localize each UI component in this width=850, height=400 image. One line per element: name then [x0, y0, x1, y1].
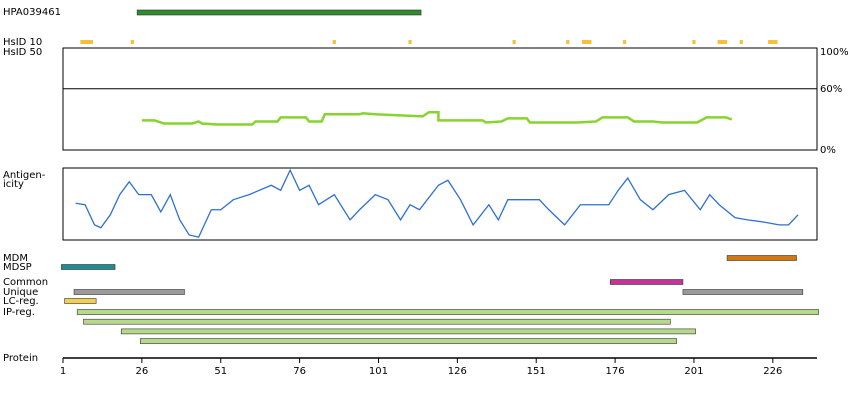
antigenicity-line	[75, 168, 799, 238]
x-tick-label: 1	[60, 366, 66, 377]
feature-bar	[61, 264, 116, 270]
x-tick-label: 151	[527, 366, 546, 377]
track-label: Common	[3, 277, 48, 288]
hsid10-mark	[717, 40, 728, 44]
antigenicity-label: icity	[3, 179, 24, 190]
track-label: LC-reg.	[3, 296, 39, 307]
hsid50-panel	[62, 47, 818, 151]
x-tick-label: 76	[293, 366, 306, 377]
antigen-label: HPA039461	[3, 7, 61, 18]
track-label: MDSP	[3, 262, 32, 273]
antigenicity-label: Antigen-	[3, 170, 46, 181]
feature-bar	[83, 318, 671, 325]
feature-bar	[139, 338, 677, 344]
x-tick-label: 101	[369, 366, 388, 377]
feature-bar	[76, 309, 819, 315]
hsid10-mark	[408, 40, 412, 44]
feature-bar	[64, 298, 97, 304]
antigenicity-panel	[62, 167, 818, 241]
y-tick-label: 100%	[820, 47, 849, 58]
hsid10-mark	[566, 40, 570, 44]
hsid10-mark	[581, 40, 592, 44]
x-tick-label: 126	[448, 366, 467, 377]
x-tick-label: 176	[606, 366, 625, 377]
hsid10-mark	[80, 40, 93, 44]
x-tick-label: 201	[684, 366, 703, 377]
hsid10-label: HsID 10	[3, 37, 42, 48]
feature-bar	[726, 255, 797, 261]
feature-bar	[121, 328, 696, 335]
track-label: Unique	[3, 287, 38, 298]
hsid10-mark	[739, 40, 743, 44]
antigen-bar	[136, 9, 422, 16]
x-tick-label: 226	[763, 366, 782, 377]
hsid10-mark	[130, 40, 134, 44]
y-tick-label: 0%	[820, 145, 836, 156]
track-label: IP-reg.	[3, 307, 35, 318]
hsid10-mark	[768, 40, 778, 44]
feature-bar	[682, 289, 804, 295]
feature-bar	[73, 289, 185, 295]
x-tick-label: 26	[136, 366, 149, 377]
hsid10-mark	[512, 40, 516, 44]
hsid10-mark	[332, 40, 336, 44]
track-label: MDM	[3, 253, 28, 264]
hsid50-label: HsID 50	[3, 47, 42, 58]
hsid10-mark	[692, 40, 696, 44]
y-tick-label: 60%	[820, 84, 842, 95]
feature-bar	[610, 279, 684, 285]
x-tick-label: 51	[214, 366, 227, 377]
hsid10-mark	[622, 40, 627, 44]
identity-line	[141, 111, 733, 126]
axis-label: Protein	[3, 353, 38, 364]
